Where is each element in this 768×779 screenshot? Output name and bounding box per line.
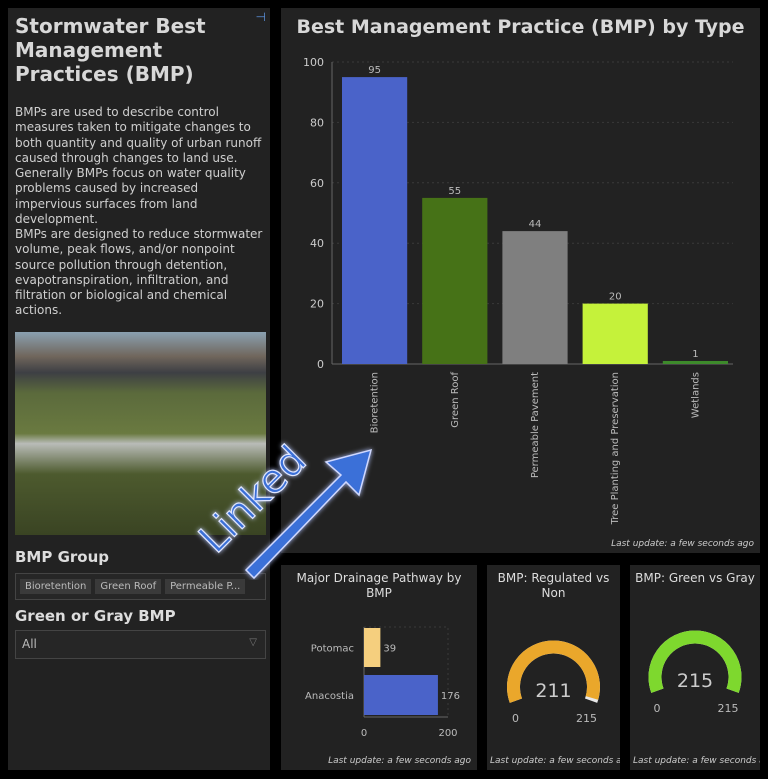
bmp-group-label: BMP Group [15, 548, 110, 566]
bar [422, 197, 488, 364]
dropdown-value: All [22, 637, 37, 651]
bar [364, 628, 381, 667]
last-update: Last update: a few seconds ago [490, 756, 620, 766]
x-tick-label: Wetlands [690, 372, 701, 418]
sidebar-title: Stormwater Best Management Practices (BM… [15, 14, 206, 86]
bar [342, 77, 408, 364]
data-label: 55 [448, 186, 461, 197]
bar [502, 231, 568, 364]
last-update: Last update: a few seconds ago [611, 539, 754, 549]
chip[interactable]: Permeable P... [165, 579, 246, 594]
bmp-type-chart: 0 20 40 60 80 100 95 Bioretention 55 Green Roof 44… [303, 56, 733, 525]
chip[interactable]: Green Roof [95, 579, 162, 594]
y-tick-label: 40 [310, 237, 324, 250]
green-gray-gauge-panel: BMP: Green vs Gray 215 0 215 Last update: … [630, 565, 760, 770]
gauge-fill [648, 630, 742, 693]
gauge-value: 215 [677, 670, 713, 692]
y-tick-label: Anacostia [305, 691, 354, 702]
description-paragraph: BMPs are used to describe control measur… [15, 105, 262, 227]
y-tick-label: Potomac [311, 644, 354, 655]
y-tick-label: 60 [310, 177, 324, 190]
y-tick-label: 20 [310, 298, 324, 311]
bar [364, 675, 438, 715]
green-gray-gauge: 215 0 215 [648, 630, 742, 715]
chart-title: Best Management Practice (BMP) by Type [296, 16, 745, 38]
x-tick-label: Permeable Pavement [530, 372, 541, 478]
data-label: 39 [383, 644, 396, 655]
x-tick-label: Tree Planting and Preservation [610, 372, 621, 525]
chip[interactable]: Bioretention [20, 579, 92, 594]
gauge-title: BMP: Regulated vs Non [497, 571, 610, 600]
bar [582, 303, 648, 364]
chevron-down-icon: ▽ [249, 637, 257, 648]
bmp-group-select[interactable]: Bioretention Green Roof Permeable P... [15, 573, 266, 600]
gauge-fill [507, 640, 600, 703]
y-tick-label: 0 [317, 358, 324, 371]
data-label: 1 [692, 349, 698, 360]
gauge-title: BMP: Green vs Gray [635, 571, 755, 585]
green-gray-label: Green or Gray BMP [15, 607, 176, 625]
data-label: 44 [529, 219, 542, 230]
data-label: 95 [368, 65, 381, 76]
x-tick-label: 200 [438, 728, 457, 739]
x-tick-label: Bioretention [370, 372, 381, 433]
bmp-photo [15, 332, 266, 535]
x-tick-label: 0 [361, 728, 367, 739]
regulated-gauge-panel: BMP: Regulated vs Non 211 0 215 Last updat… [487, 565, 620, 770]
gauge-min: 0 [654, 702, 661, 715]
drainage-chart-panel: Major Drainage Pathway by BMP 39 Potomac 1… [281, 565, 477, 770]
bmp-type-chart-panel: Best Management Practice (BMP) by Type 0… [281, 8, 760, 553]
sidebar-panel: Stormwater Best Management Practices (BM… [8, 8, 270, 770]
pin-icon[interactable]: ⊣ [255, 10, 266, 24]
green-gray-dropdown[interactable]: All ▽ [15, 630, 266, 659]
y-tick-label: 100 [303, 56, 324, 69]
last-update: Last update: a few seconds ago [328, 756, 471, 766]
last-update: Last update: a few seconds ago [633, 756, 760, 766]
drainage-chart: 39 Potomac 176 Anacostia 0 200 [305, 626, 460, 739]
gauge-max: 215 [718, 702, 739, 715]
data-label: 20 [609, 292, 622, 303]
x-tick-label: Green Roof [450, 372, 461, 428]
regulated-gauge: 211 0 215 [507, 640, 600, 725]
chart-title: Major Drainage Pathway by BMP [296, 571, 462, 600]
bar [662, 360, 728, 364]
gauge-min: 0 [512, 712, 519, 725]
gauge-max: 215 [576, 712, 597, 725]
y-tick-label: 80 [310, 116, 324, 129]
description-paragraph: BMPs are designed to reduce stormwater v… [15, 227, 263, 318]
data-label: 176 [441, 691, 460, 702]
gauge-value: 211 [535, 680, 571, 702]
